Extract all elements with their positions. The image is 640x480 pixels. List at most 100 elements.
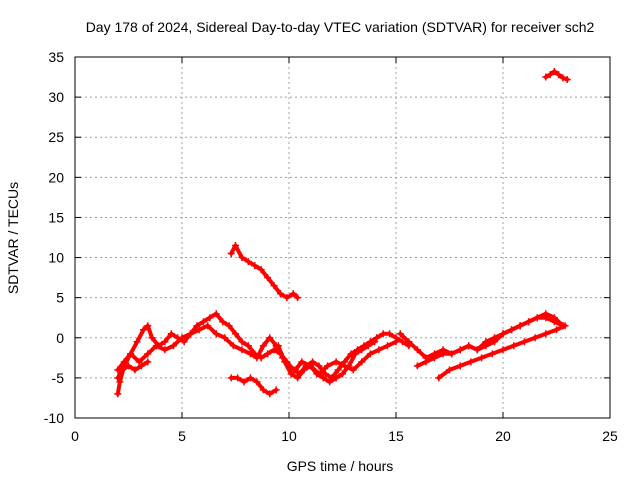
data-point-marker [315, 362, 323, 370]
y-tick-label: 15 [48, 209, 64, 225]
data-point-marker [283, 294, 291, 302]
series-line [229, 243, 300, 300]
series-line [415, 315, 565, 368]
data-point-marker [133, 338, 141, 346]
data-point-marker [193, 322, 201, 330]
data-point-marker [467, 358, 475, 366]
data-point-marker [413, 346, 421, 354]
data-point-marker [550, 67, 558, 75]
series-trace-3 [114, 358, 152, 382]
series-layer [114, 67, 571, 398]
data-point-marker [167, 330, 175, 338]
data-point-marker [116, 378, 124, 386]
y-tick-label: -5 [52, 370, 65, 386]
data-point-marker [259, 342, 267, 350]
series-trace-8 [413, 314, 567, 370]
data-point-marker [212, 330, 220, 338]
series-trace-10 [542, 67, 571, 83]
data-point-marker [270, 282, 278, 290]
axis-ticks: 0 5 10 15 20 25 -10 -5 0 5 10 15 20 25 30 35 [44, 49, 618, 444]
data-point-marker [294, 294, 302, 302]
data-point-marker [488, 350, 496, 358]
data-point-marker [169, 342, 177, 350]
data-point-marker [238, 338, 246, 346]
series-trace-4 [227, 374, 280, 398]
data-point-marker [435, 374, 443, 382]
data-point-marker [274, 342, 282, 350]
data-point-marker [431, 354, 439, 362]
data-point-marker [473, 346, 481, 354]
data-point-marker [516, 322, 524, 330]
data-point-marker [294, 374, 302, 382]
data-point-marker [439, 350, 447, 358]
data-point-marker [264, 350, 272, 358]
data-point-marker [212, 310, 220, 318]
data-point-marker [375, 346, 383, 354]
data-point-marker [542, 314, 550, 322]
data-point-marker [531, 334, 539, 342]
data-point-marker [300, 366, 308, 374]
y-tick-label: 10 [48, 250, 64, 266]
data-point-marker [332, 374, 340, 382]
data-point-marker [555, 71, 563, 79]
data-point-marker [144, 322, 152, 330]
data-point-marker [456, 362, 464, 370]
data-point-marker [510, 342, 518, 350]
data-point-marker [244, 342, 252, 350]
data-point-marker [253, 354, 261, 362]
data-point-marker [180, 338, 188, 346]
y-tick-label: 30 [48, 89, 64, 105]
y-tick-label: 0 [56, 330, 64, 346]
data-point-marker [291, 366, 299, 374]
data-point-marker [456, 346, 464, 354]
data-point-marker [392, 338, 400, 346]
plot-frame [74, 56, 611, 419]
x-tick-label: 20 [495, 428, 511, 444]
data-point-marker [199, 318, 207, 326]
data-point-marker [127, 350, 135, 358]
data-point-marker [413, 362, 421, 370]
data-point-marker [144, 350, 152, 358]
data-point-marker [276, 290, 284, 298]
data-point-marker [550, 318, 558, 326]
data-point-marker [371, 338, 379, 346]
data-point-marker [289, 290, 297, 298]
data-point-marker [351, 350, 359, 358]
data-point-marker [131, 366, 139, 374]
series-trace-5 [274, 338, 379, 386]
data-point-marker [546, 71, 554, 79]
data-point-marker [490, 334, 498, 342]
data-point-marker [326, 378, 334, 386]
data-point-marker [118, 366, 126, 374]
data-point-marker [339, 370, 346, 378]
y-axis-label: SDTVAR / TECUs [5, 182, 21, 294]
data-point-marker [396, 330, 404, 338]
data-point-marker [499, 346, 507, 354]
data-point-marker [499, 330, 507, 338]
data-point-marker [313, 370, 321, 378]
x-tick-label: 15 [388, 428, 404, 444]
data-point-marker [161, 338, 169, 346]
y-tick-label: 5 [56, 290, 64, 306]
data-point-marker [257, 266, 265, 274]
data-point-marker [345, 362, 353, 370]
data-point-marker [120, 358, 128, 366]
data-point-marker [386, 330, 394, 338]
x-tick-label: 10 [281, 428, 297, 444]
data-point-marker [135, 358, 143, 366]
y-tick-label: -10 [44, 410, 64, 426]
data-point-marker [204, 322, 212, 330]
data-point-marker [251, 262, 259, 270]
data-point-marker [272, 386, 280, 394]
data-point-marker [287, 370, 295, 378]
data-point-marker [259, 386, 267, 394]
x-tick-label: 0 [71, 428, 79, 444]
data-point-marker [246, 374, 254, 382]
data-point-marker [229, 342, 237, 350]
data-point-marker [478, 354, 486, 362]
data-point-marker [422, 358, 430, 366]
data-point-marker [542, 73, 550, 81]
data-point-marker [561, 322, 569, 330]
data-point-marker [398, 338, 406, 346]
